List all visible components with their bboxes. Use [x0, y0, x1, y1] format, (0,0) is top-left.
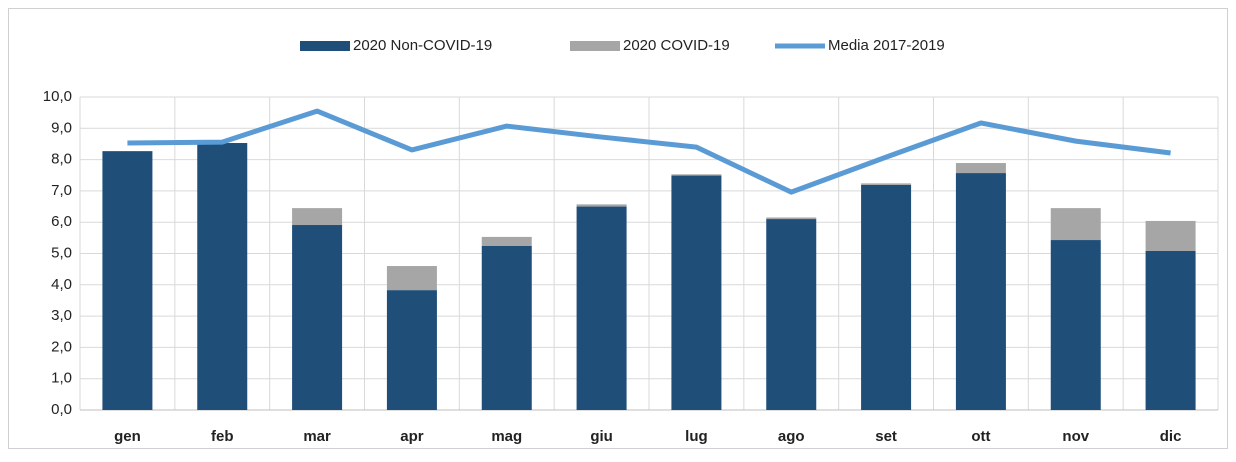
- y-tick-label: 5,0: [51, 244, 72, 261]
- chart-border: [8, 8, 1228, 449]
- x-tick-label: nov: [1062, 428, 1089, 445]
- bar: [955, 163, 1006, 174]
- y-tick-label: 0,0: [51, 401, 72, 418]
- legend-label: 2020 Non-COVID-19: [353, 37, 492, 54]
- bar: [766, 217, 817, 220]
- x-tick-label: giu: [590, 428, 613, 445]
- y-tick-label: 3,0: [51, 307, 72, 324]
- bar: [861, 183, 912, 185]
- bar: [481, 236, 532, 246]
- x-tick-label: feb: [211, 428, 234, 445]
- bar: [102, 151, 153, 411]
- x-tick-label: ago: [778, 428, 805, 445]
- x-tick-label: apr: [400, 428, 424, 445]
- bar: [1145, 220, 1196, 251]
- legend-swatch: [570, 41, 620, 51]
- bar: [1050, 208, 1101, 241]
- bar: [1145, 250, 1196, 410]
- x-tick-label: lug: [685, 428, 708, 445]
- x-tick-label: mar: [303, 428, 331, 445]
- x-tick-label: set: [875, 428, 897, 445]
- x-tick-label: gen: [114, 428, 141, 445]
- bar: [861, 184, 912, 410]
- y-tick-label: 7,0: [51, 182, 72, 199]
- bar: [292, 208, 343, 226]
- legend-label: Media 2017-2019: [828, 37, 945, 54]
- bar: [292, 225, 343, 410]
- y-tick-label: 8,0: [51, 151, 72, 168]
- x-tick-label: mag: [491, 428, 522, 445]
- bar: [576, 206, 627, 410]
- y-tick-label: 1,0: [51, 370, 72, 387]
- line: [127, 108, 1171, 195]
- bar: [1050, 240, 1101, 410]
- y-tick-label: 9,0: [51, 119, 72, 136]
- bar: [671, 174, 722, 176]
- bar: [386, 290, 437, 410]
- y-tick-label: 10,0: [43, 88, 72, 105]
- x-tick-label: dic: [1160, 428, 1182, 445]
- legend-label: 2020 COVID-19: [623, 37, 730, 54]
- bar: [386, 266, 437, 291]
- bar: [766, 219, 817, 410]
- bar: [576, 204, 627, 207]
- bar: [671, 175, 722, 410]
- bar: [481, 245, 532, 410]
- bar: [955, 173, 1006, 410]
- y-tick-label: 2,0: [51, 338, 72, 355]
- x-tick-label: ott: [971, 428, 990, 445]
- y-tick-label: 4,0: [51, 276, 72, 293]
- legend-swatch: [300, 41, 350, 51]
- y-tick-label: 6,0: [51, 213, 72, 230]
- bar: [197, 143, 248, 411]
